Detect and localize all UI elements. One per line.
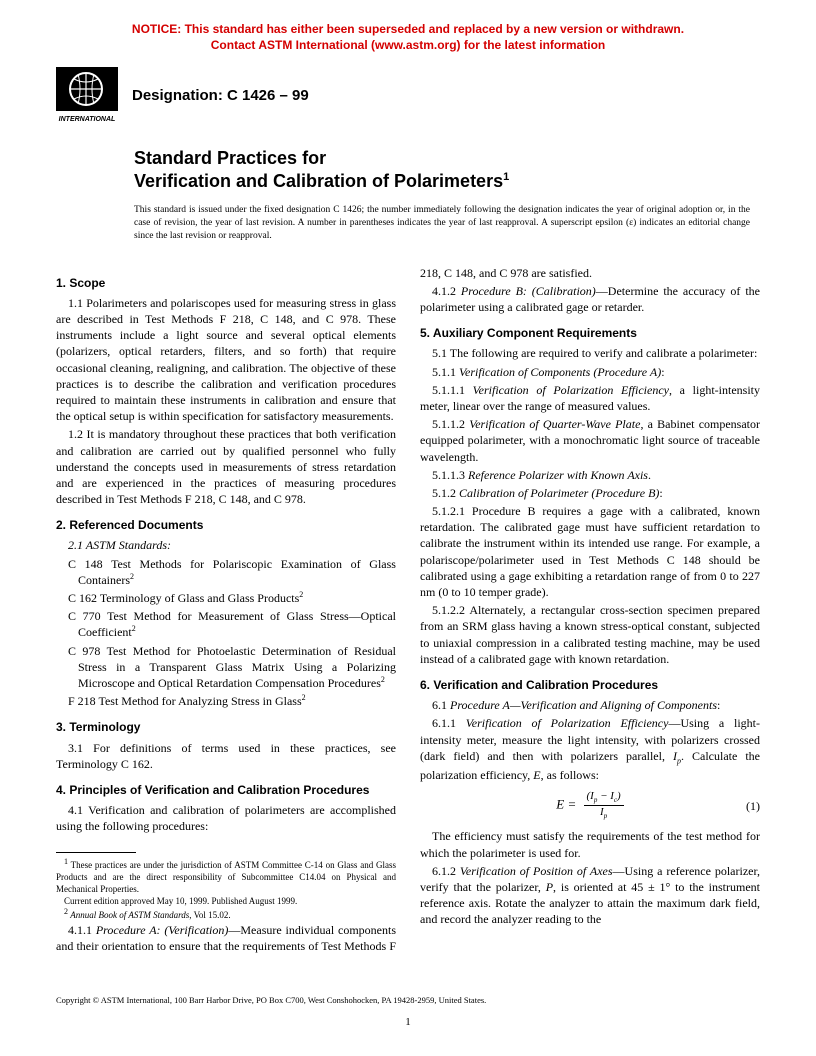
para-5-1-2: 5.1.2 Calibration of Polarimeter (Proced… [420, 485, 760, 501]
para-4-1-2: 4.1.2 Procedure B: (Calibration)—Determi… [420, 283, 760, 315]
section-3-head: 3. Terminology [56, 719, 396, 735]
title-block: Standard Practices for Verification and … [134, 147, 760, 192]
para-5-1-2-1: 5.1.2.1 Procedure B requires a gage with… [420, 503, 760, 600]
ref-c978: C 978 Test Method for Photoelastic Deter… [78, 643, 396, 692]
footnote-1: 1 These practices are under the jurisdic… [56, 857, 396, 895]
section-2-head: 2. Referenced Documents [56, 517, 396, 533]
notice-line2: Contact ASTM International (www.astm.org… [56, 38, 760, 54]
page-number: 1 [0, 1015, 816, 1030]
para-6-1-1-after: The efficiency must satisfy the requirem… [420, 828, 760, 860]
equation-1: E = (Ip − Ic) Ip (1) [420, 791, 760, 820]
para-5-1-1-1: 5.1.1.1 Verification of Polarization Eff… [420, 382, 760, 414]
para-5-1-1-2: 5.1.1.2 Verification of Quarter-Wave Pla… [420, 416, 760, 465]
ref-c162: C 162 Terminology of Glass and Glass Pro… [78, 590, 396, 606]
para-6-1-1: 6.1.1 Verification of Polarization Effic… [420, 715, 760, 783]
para-6-1: 6.1 Procedure A—Verification and Alignin… [420, 697, 760, 713]
svg-text:INTERNATIONAL: INTERNATIONAL [59, 116, 116, 123]
sub-2-1: 2.1 ASTM Standards: [56, 537, 396, 553]
astm-logo: INTERNATIONAL [56, 67, 118, 125]
para-5-1-1: 5.1.1 Verification of Components (Proced… [420, 364, 760, 380]
section-1-head: 1. Scope [56, 275, 396, 291]
ref-c770: C 770 Test Method for Measurement of Gla… [78, 608, 396, 640]
para-1-1: 1.1 Polarimeters and polariscopes used f… [56, 295, 396, 425]
footnote-rule [56, 852, 136, 853]
footnotes: 1 These practices are under the jurisdic… [56, 852, 396, 921]
para-5-1-1-3: 5.1.1.3 Reference Polarizer with Known A… [420, 467, 760, 483]
notice-banner: NOTICE: This standard has either been su… [56, 22, 760, 53]
ref-c148: C 148 Test Methods for Polariscopic Exam… [78, 556, 396, 588]
designation-text: Designation: C 1426 – 99 [132, 86, 309, 106]
section-6-head: 6. Verification and Calibration Procedur… [420, 677, 760, 693]
body-columns: 1. Scope 1.1 Polarimeters and polariscop… [56, 265, 760, 955]
section-4-head: 4. Principles of Verification and Calibr… [56, 782, 396, 798]
para-1-2: 1.2 It is mandatory throughout these pra… [56, 426, 396, 507]
para-6-1-2: 6.1.2 Verification of Position of Axes—U… [420, 863, 760, 928]
copyright-line: Copyright © ASTM International, 100 Barr… [56, 995, 760, 1006]
ref-f218: F 218 Test Method for Analyzing Stress i… [78, 693, 396, 709]
issue-note: This standard is issued under the fixed … [134, 204, 750, 242]
footnote-2: 2 Annual Book of ASTM Standards, Vol 15.… [56, 907, 396, 922]
section-5-head: 5. Auxiliary Component Requirements [420, 325, 760, 341]
para-4-1: 4.1 Verification and calibration of pola… [56, 802, 396, 834]
para-5-1: 5.1 The following are required to verify… [420, 345, 760, 361]
notice-line1: NOTICE: This standard has either been su… [56, 22, 760, 38]
para-3-1: 3.1 For definitions of terms used in the… [56, 740, 396, 772]
equation-number: (1) [746, 798, 760, 814]
title-line2: Verification and Calibration of Polarime… [134, 170, 760, 193]
para-5-1-2-2: 5.1.2.2 Alternately, a rectangular cross… [420, 602, 760, 667]
footnote-1b: Current edition approved May 10, 1999. P… [56, 896, 396, 908]
header-row: INTERNATIONAL Designation: C 1426 – 99 [56, 67, 760, 125]
title-line1: Standard Practices for [134, 147, 760, 170]
